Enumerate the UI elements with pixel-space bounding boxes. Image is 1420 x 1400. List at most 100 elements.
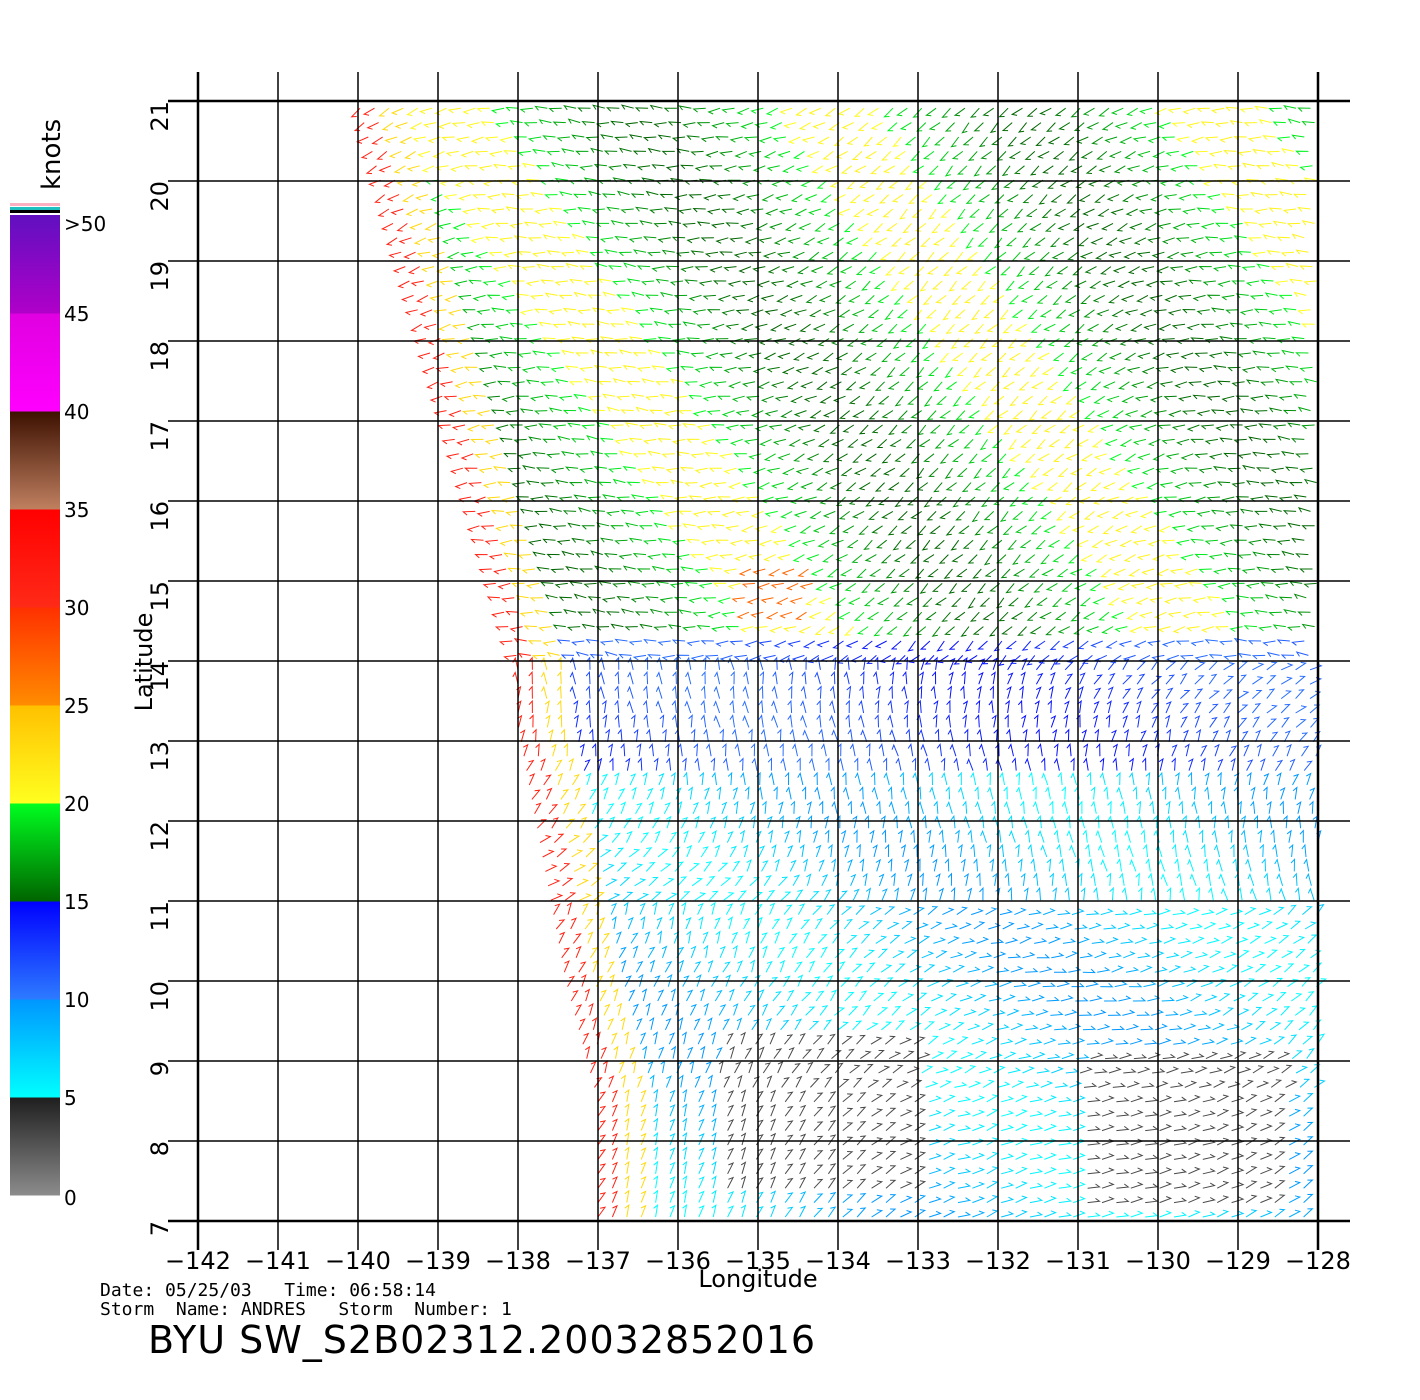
- wind-vector: [811, 467, 824, 476]
- wind-vector: [1129, 222, 1142, 230]
- wind-vector: [1085, 843, 1091, 858]
- wind-vector: [674, 1002, 680, 1016]
- wind-vector: [784, 1206, 794, 1218]
- wind-vector: [920, 194, 933, 203]
- wind-vector: [1145, 280, 1159, 288]
- wind-vector: [976, 583, 986, 594]
- wind-vector: [889, 671, 895, 685]
- wind-vector: [1058, 1096, 1073, 1103]
- wind-vector: [696, 221, 710, 227]
- wind-vector: [700, 438, 715, 446]
- wind-vector: [746, 859, 752, 872]
- wind-vector: [545, 787, 553, 800]
- wind-vector: [740, 771, 746, 786]
- wind-vector: [654, 830, 661, 843]
- wind-vector: [973, 367, 982, 378]
- wind-vector: [620, 1016, 626, 1030]
- wind-vector: [589, 450, 603, 456]
- wind-vector: [1281, 349, 1295, 355]
- wind-vector: [1126, 165, 1140, 172]
- wind-vector: [810, 568, 824, 576]
- wind-vector: [628, 437, 642, 443]
- wind-vector: [643, 714, 649, 728]
- wind-vector: [1039, 1023, 1053, 1031]
- wind-vector: [939, 453, 949, 464]
- wind-vector: [1165, 800, 1171, 814]
- wind-vector: [1281, 662, 1294, 671]
- wind-vector: [851, 151, 863, 160]
- wind-vector: [1245, 178, 1260, 184]
- wind-vector: [1078, 800, 1083, 814]
- wind-vector: [417, 150, 431, 158]
- wind-vector: [974, 786, 979, 800]
- wind-vector: [1139, 410, 1153, 418]
- wind-vector: [993, 951, 1007, 959]
- wind-vector: [996, 1024, 1010, 1031]
- wind-vector: [667, 424, 682, 430]
- wind-vector: [1029, 1110, 1044, 1117]
- wind-vector: [770, 1161, 777, 1174]
- wind-vector: [986, 843, 992, 858]
- wind-vector: [603, 552, 618, 558]
- wind-vector: [521, 162, 535, 168]
- wind-vector: [1125, 966, 1140, 973]
- wind-vector: [823, 208, 836, 217]
- wind-vector: [579, 743, 585, 757]
- wind-vector: [1130, 1124, 1144, 1132]
- wind-vector: [557, 685, 562, 699]
- wind-vector: [445, 453, 459, 460]
- wind-vector: [962, 800, 968, 814]
- wind-vector: [557, 699, 562, 714]
- wind-vector: [856, 843, 861, 858]
- wind-vector: [1001, 165, 1011, 177]
- wind-vector: [1161, 539, 1175, 545]
- wind-vector: [946, 800, 953, 814]
- wind-vector: [655, 481, 669, 487]
- wind-vector: [950, 951, 964, 959]
- wind-vector: [801, 670, 807, 685]
- wind-vector: [986, 1137, 999, 1146]
- wind-vector: [887, 699, 893, 714]
- wind-vector: [740, 1031, 746, 1045]
- wind-vector: [672, 670, 677, 685]
- wind-vector: [765, 1017, 773, 1031]
- wind-vector: [1286, 743, 1292, 757]
- wind-vector: [711, 771, 717, 786]
- wind-vector: [526, 759, 535, 771]
- wind-vector: [1111, 729, 1117, 742]
- wind-vector: [1303, 1107, 1314, 1117]
- wind-vector: [985, 467, 997, 477]
- wind-vector: [1164, 294, 1177, 303]
- wind-vector: [1051, 1066, 1064, 1074]
- wind-vector: [706, 410, 721, 415]
- wind-vector: [916, 381, 929, 390]
- wind-vector: [729, 685, 735, 699]
- wind-vector: [980, 829, 987, 843]
- wind-vector: [846, 685, 852, 699]
- wind-vector: [519, 508, 533, 514]
- wind-vector: [853, 611, 865, 621]
- wind-vector: [707, 1017, 713, 1030]
- wind-vector: [827, 1177, 837, 1189]
- wind-vector: [521, 266, 535, 271]
- wind-vector: [1262, 135, 1276, 140]
- wind-vector: [777, 554, 791, 561]
- wind-vector: [723, 467, 737, 475]
- wind-vector: [670, 378, 684, 384]
- wind-vector: [1159, 1109, 1173, 1117]
- wind-vector: [1231, 381, 1245, 387]
- wind-vector: [663, 410, 677, 417]
- wind-vector: [1046, 996, 1060, 1002]
- wind-vector: [929, 1167, 942, 1175]
- wind-vector: [737, 366, 751, 372]
- wind-vector: [706, 309, 721, 314]
- wind-vector: [862, 872, 868, 886]
- wind-vector: [1146, 381, 1159, 389]
- wind-vector: [552, 121, 566, 126]
- wind-vector: [1057, 367, 1069, 376]
- wind-vector: [1005, 640, 1017, 650]
- wind-vector: [532, 728, 537, 742]
- wind-vector: [593, 466, 607, 471]
- wind-vector: [979, 439, 988, 451]
- wind-vector: [774, 931, 781, 944]
